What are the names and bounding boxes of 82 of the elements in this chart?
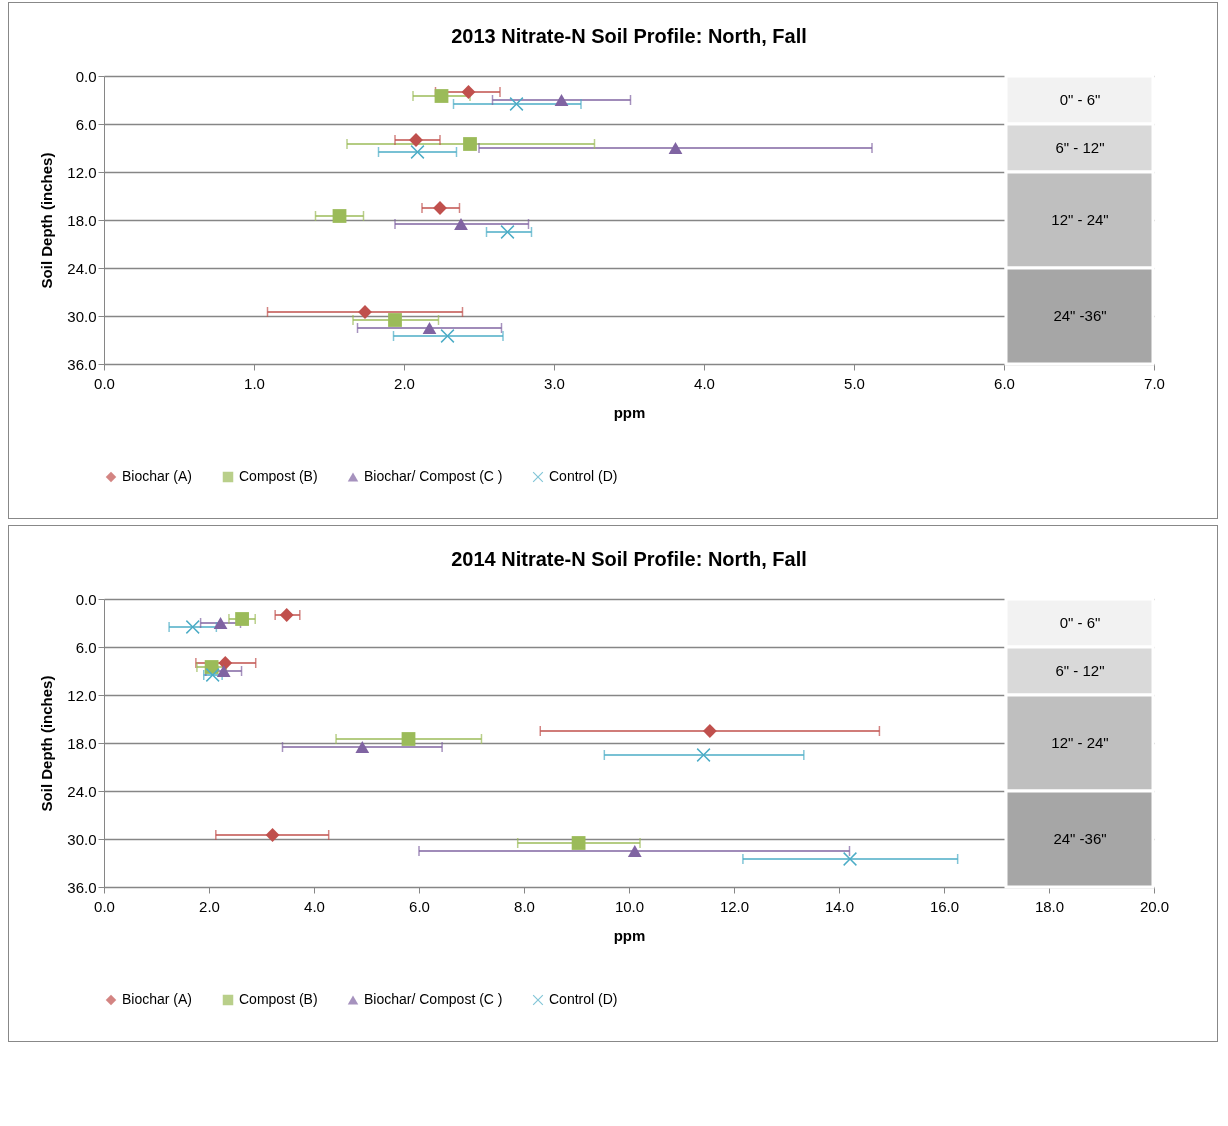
x-axis-title: ppm [613, 403, 646, 421]
band-label: 24" -36" [1053, 830, 1107, 847]
x-tick-label: 0.0 [94, 374, 115, 392]
legend-label: Biochar (A) [122, 991, 193, 1007]
chart-title: 2014 Nitrate-N Soil Profile: North, Fall [451, 548, 807, 570]
band-label: 0" - 6" [1059, 614, 1101, 631]
y-tick-label: 12.0 [67, 163, 97, 181]
x-tick-label: 16.0 [929, 897, 960, 915]
point [422, 322, 437, 334]
point [265, 828, 280, 842]
x-axis-title: ppm [613, 926, 646, 944]
x-tick-label: 20.0 [1139, 897, 1170, 915]
x-tick-label: 0.0 [94, 897, 115, 915]
point [461, 85, 476, 99]
y-tick-label: 0.0 [75, 67, 97, 85]
point [332, 209, 347, 223]
chart-title: 2013 Nitrate-N Soil Profile: North, Fall [451, 25, 807, 47]
legend-label: Control (D) [549, 468, 618, 484]
x-tick-label: 4.0 [694, 374, 715, 392]
point [218, 656, 233, 670]
point [500, 225, 515, 239]
y-tick-label: 18.0 [67, 734, 97, 752]
x-tick-label: 2.0 [199, 897, 220, 915]
y-tick-label: 0.0 [75, 590, 97, 608]
point [696, 748, 711, 762]
band-label: 0" - 6" [1059, 91, 1101, 108]
legend-label: Compost (B) [239, 468, 318, 484]
band-label: 12" - 24" [1051, 734, 1109, 751]
point [554, 94, 569, 106]
x-tick-label: 4.0 [304, 897, 325, 915]
y-tick-label: 12.0 [67, 686, 97, 704]
legend-label: Biochar (A) [122, 468, 193, 484]
point [702, 724, 717, 738]
x-tick-label: 7.0 [1144, 374, 1165, 392]
band-label: 6" - 12" [1055, 139, 1105, 156]
point [463, 137, 477, 151]
point [509, 97, 524, 111]
point [185, 620, 200, 634]
x-tick-label: 6.0 [409, 897, 430, 915]
point [213, 617, 228, 629]
y-tick-label: 36.0 [67, 355, 97, 373]
y-tick-label: 6.0 [75, 638, 97, 656]
legend-label: Control (D) [549, 991, 618, 1007]
y-axis-title: Soil Depth (inches) [38, 152, 56, 289]
y-tick-label: 30.0 [67, 830, 97, 848]
point [235, 612, 249, 626]
x-tick-label: 3.0 [544, 374, 565, 392]
point [216, 665, 231, 677]
x-tick-label: 1.0 [244, 374, 265, 392]
point [410, 145, 425, 159]
point [388, 313, 402, 327]
point [279, 608, 294, 622]
point [571, 836, 586, 850]
point [668, 142, 683, 154]
point [401, 732, 416, 746]
legend-label: Biochar/ Compost (C ) [364, 991, 503, 1007]
band-label: 12" - 24" [1051, 211, 1109, 228]
x-tick-label: 6.0 [994, 374, 1015, 392]
band-label: 6" - 12" [1055, 662, 1105, 679]
point [434, 89, 449, 103]
point [843, 852, 857, 866]
y-tick-label: 30.0 [67, 307, 97, 325]
x-tick-label: 5.0 [844, 374, 865, 392]
point [454, 218, 468, 230]
point [440, 329, 455, 343]
legend-label: Compost (B) [239, 991, 318, 1007]
x-tick-label: 10.0 [614, 897, 645, 915]
point [627, 845, 642, 857]
y-tick-label: 24.0 [67, 259, 97, 277]
y-axis-title: Soil Depth (inches) [38, 675, 56, 812]
legend-label: Biochar/ Compost (C ) [364, 468, 503, 484]
x-tick-label: 12.0 [719, 897, 750, 915]
point [355, 741, 370, 753]
y-tick-label: 6.0 [75, 115, 97, 133]
y-tick-label: 18.0 [67, 211, 97, 229]
band-label: 24" -36" [1053, 307, 1107, 324]
y-tick-label: 36.0 [67, 878, 97, 896]
y-tick-label: 24.0 [67, 782, 97, 800]
x-tick-label: 18.0 [1034, 897, 1065, 915]
x-tick-label: 14.0 [824, 897, 855, 915]
x-tick-label: 2.0 [394, 374, 415, 392]
x-tick-label: 8.0 [514, 897, 535, 915]
